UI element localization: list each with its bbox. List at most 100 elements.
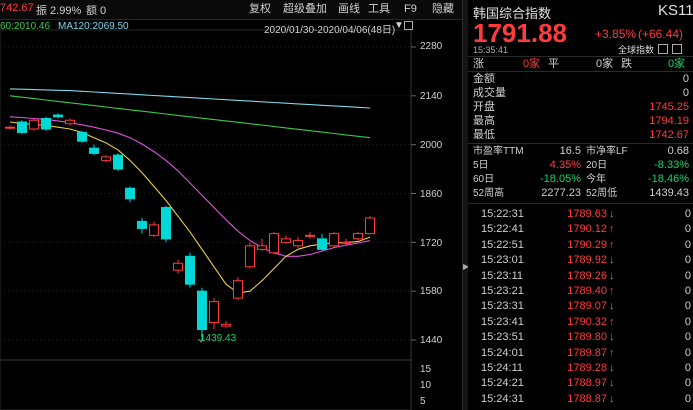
y-tick-label: 1860 (420, 189, 443, 200)
metric-value: 2277.23 (541, 187, 581, 199)
stat-row: 最低 1742.67 (468, 129, 693, 142)
candle-body (197, 290, 207, 331)
stat-row: 成交量 0 (468, 87, 693, 100)
hide-button[interactable]: 隐藏 (432, 3, 454, 15)
settings-icon[interactable] (404, 21, 413, 30)
tick-row: 15:23:31 1789.07 ↓ 0 (468, 299, 693, 314)
y-tick-label: 1580 (420, 286, 443, 297)
collapse-arrow-icon[interactable]: ▶ (463, 262, 470, 271)
tick-volume: 0 (684, 238, 691, 251)
stat-row: 最高 1794.19 (468, 115, 693, 128)
tick-direction-arrow: ↓ (609, 300, 615, 313)
candle-body (341, 241, 351, 244)
tick-price: 1790.12 (567, 223, 607, 236)
metric-value: -18.46% (648, 173, 689, 185)
plot-frame (0, 29, 412, 410)
stat-value: 1794.19 (649, 115, 689, 127)
tick-price: 1789.26 (567, 269, 607, 282)
amplitude: 振 2.99% (36, 5, 82, 17)
metric-value: -18.05% (540, 173, 581, 185)
candle-body (281, 238, 291, 243)
low-marker-line (197, 338, 203, 343)
stat-value: 0 (682, 73, 689, 85)
change-abs: (+66.44) (638, 27, 684, 41)
quote-panel: 韩国综合指数 KS11 1791.88 +3.85% (+66.44) 15:3… (468, 0, 693, 410)
tools-button[interactable]: 工具 (368, 3, 390, 15)
ma-line-ma60 (9, 95, 371, 139)
tick-row: 15:23:01 1789.92 ↓ 0 (468, 253, 693, 268)
vol-tick-label: 5 (420, 396, 426, 407)
candle-body (305, 234, 315, 237)
tick-direction-arrow: ↑ (609, 223, 615, 236)
ma120-label: MA120:2069.50 (58, 21, 129, 32)
stat-row: 金额 0 (468, 73, 693, 86)
tick-direction-arrow: ↑ (609, 315, 615, 328)
stat-label: 最高 (473, 115, 495, 127)
y-tick-label: 1720 (420, 238, 443, 249)
global-index-link[interactable]: 全球指数 (618, 45, 655, 55)
tick-volume: 0 (684, 377, 691, 390)
index-name: 韩国综合指数 (473, 6, 552, 21)
tick-row: 15:23:41 1790.32 ↑ 0 (468, 315, 693, 330)
tick-price: 1789.28 (567, 362, 607, 374)
y-tick-label: 1440 (420, 335, 443, 346)
metric-label: 市盈率TTM (473, 146, 524, 157)
fuquan-button[interactable]: 复权 (249, 3, 271, 15)
candle-body (41, 118, 51, 130)
tick-time: 15:22:41 (481, 223, 524, 236)
chart-icon[interactable] (658, 44, 668, 54)
edit-icon[interactable] (672, 44, 682, 54)
tick-volume: 0 (684, 285, 691, 297)
ma60-label: 60:2010.46 (0, 21, 51, 32)
divider (468, 143, 693, 144)
tick-price: 1790.32 (567, 315, 607, 328)
candle-body (137, 220, 147, 229)
candle-body (353, 233, 363, 240)
candle-body (233, 280, 243, 299)
stat-label: 开盘 (473, 101, 495, 113)
panel-splitter[interactable]: ▶ (462, 0, 469, 410)
divider (468, 71, 693, 72)
candle-body (245, 245, 255, 268)
metric-value: 16.5 (559, 145, 581, 157)
candle-body (29, 119, 39, 130)
tick-volume: 0 (684, 300, 691, 313)
tick-price: 1789.80 (567, 331, 607, 344)
metric-label: 20日 (586, 160, 608, 171)
draw-line-button[interactable]: 画线 (338, 3, 360, 15)
super-overlay-button[interactable]: 超级叠加 (283, 3, 327, 15)
candle-body (5, 126, 15, 129)
metric-value: 1439.43 (649, 187, 689, 199)
tick-volume: 0 (684, 331, 691, 344)
up-label: 涨 (473, 58, 484, 70)
up-count: 0家 (523, 58, 541, 70)
f9-button[interactable]: F9 (404, 3, 417, 15)
kline-chart[interactable] (0, 0, 468, 410)
tick-price: 1789.92 (567, 254, 607, 267)
tick-price: 1789.07 (567, 300, 607, 313)
stat-value: 1742.67 (649, 129, 689, 141)
tick-time: 15:24:21 (481, 377, 524, 390)
candle-body (293, 240, 303, 247)
candle-body (113, 154, 123, 170)
dropdown-arrow-icon[interactable]: ▼ (394, 20, 404, 31)
date-range: 2020/01/30-2020/04/06(48日) (264, 25, 396, 36)
candle-body (257, 245, 267, 250)
metric-label: 市净率LF (586, 146, 628, 157)
tick-volume: 0 (684, 269, 691, 282)
tick-volume: 0 (684, 208, 691, 220)
tick-price: 1789.87 (567, 346, 607, 359)
candle-body (221, 323, 231, 327)
tick-price: 1788.97 (567, 377, 607, 390)
tick-time: 15:23:41 (481, 315, 524, 328)
tick-time: 15:23:31 (481, 300, 524, 313)
ma-line-ma120 (9, 88, 371, 109)
tick-direction-arrow: ↓ (609, 331, 615, 344)
metric-label: 5日 (473, 160, 489, 171)
tick-price: 1789.63 (567, 208, 607, 220)
tick-volume: 0 (684, 254, 691, 267)
tick-direction-arrow: ↑ (609, 346, 615, 359)
metric-value: 4.35% (549, 159, 581, 171)
candle-body (209, 301, 219, 324)
tick-direction-arrow: ↓ (609, 362, 615, 374)
